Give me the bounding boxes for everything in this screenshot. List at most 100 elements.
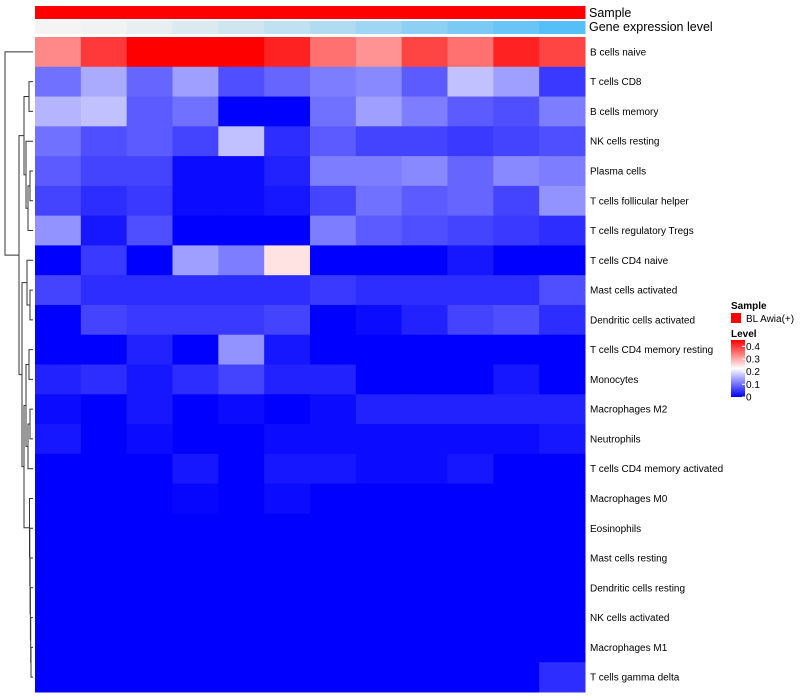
row-label: T cells CD4 memory activated xyxy=(590,464,723,475)
heatmap-cell xyxy=(172,126,219,157)
heatmap-cell xyxy=(355,37,403,68)
heatmap-cell xyxy=(35,156,82,187)
heatmap-cell xyxy=(35,275,82,306)
heatmap-cell xyxy=(539,602,586,633)
heatmap-cell xyxy=(35,334,82,365)
heatmap-cell xyxy=(447,334,494,365)
annotation-label-sample: Sample xyxy=(589,6,631,20)
heatmap-cell xyxy=(355,543,403,574)
row-label: T cells CD4 memory resting xyxy=(590,345,713,356)
dendrogram-branch xyxy=(29,527,33,587)
heatmap-cell xyxy=(447,364,494,395)
row-label: Macrophages M2 xyxy=(590,405,668,416)
heatmap-cell xyxy=(539,96,586,127)
heatmap-cell xyxy=(310,543,357,574)
dendrogram-branch xyxy=(30,617,33,663)
heatmap-cell xyxy=(80,632,128,663)
heatmap-cell xyxy=(401,37,448,68)
annotation-label-gene-expression: Gene expression level xyxy=(589,20,713,34)
heatmap-cell xyxy=(80,185,128,217)
heatmap-cell xyxy=(355,66,403,98)
heatmap-cell xyxy=(126,543,173,574)
heatmap-cell xyxy=(310,662,357,693)
heatmap-cell xyxy=(218,245,265,276)
heatmap-cell xyxy=(264,543,311,574)
heatmap-cell xyxy=(493,602,540,633)
heatmap-cell xyxy=(35,37,82,68)
heatmap-cell xyxy=(264,245,311,276)
annotation-cell xyxy=(35,6,82,19)
heatmap-cell xyxy=(447,602,494,633)
heatmap-cell xyxy=(401,96,448,127)
heatmap-cell xyxy=(218,66,265,98)
heatmap-cell xyxy=(355,662,403,693)
heatmap-cell xyxy=(493,37,540,68)
heatmap-cell xyxy=(35,662,82,693)
heatmap-cell xyxy=(218,543,265,574)
heatmap-cell xyxy=(218,364,265,395)
heatmap-cell xyxy=(355,304,403,336)
row-label: T cells CD4 naive xyxy=(590,256,669,267)
heatmap-cell xyxy=(401,632,448,663)
heatmap-cell xyxy=(493,483,540,514)
heatmap-cell xyxy=(401,602,448,633)
heatmap-cell xyxy=(264,632,311,663)
heatmap-cell xyxy=(355,275,403,306)
heatmap-cell xyxy=(310,483,357,514)
heatmap-cell xyxy=(493,424,540,455)
heatmap-cell xyxy=(264,275,311,306)
annotation-cell xyxy=(218,6,265,19)
heatmap-cell xyxy=(35,572,82,604)
heatmap-cell xyxy=(539,483,586,514)
heatmap-cell xyxy=(310,334,357,365)
heatmap-cell xyxy=(264,364,311,395)
row-label: Mast cells resting xyxy=(590,554,667,565)
heatmap-cell xyxy=(310,245,357,276)
row-label: T cells regulatory Tregs xyxy=(590,226,694,237)
annotation-cell xyxy=(80,6,128,19)
heatmap-cell xyxy=(447,513,494,544)
annotation-cell xyxy=(172,21,219,34)
heatmap-cell xyxy=(172,543,219,574)
heatmap-cell xyxy=(401,364,448,395)
heatmap-cell xyxy=(172,96,219,127)
heatmap-cell xyxy=(264,483,311,514)
row-label: Monocytes xyxy=(590,375,638,386)
heatmap-cell xyxy=(35,543,82,574)
heatmap-cell xyxy=(218,304,265,336)
heatmap-cell xyxy=(218,37,265,68)
heatmap-cell xyxy=(447,37,494,68)
heatmap-cell xyxy=(493,126,540,157)
dendrogram-branch xyxy=(28,81,33,112)
heatmap-cell xyxy=(539,126,586,157)
heatmap-cell xyxy=(80,513,128,544)
heatmap-cell xyxy=(493,66,540,98)
heatmap-cell xyxy=(447,66,494,98)
heatmap-cell xyxy=(310,37,357,68)
heatmap-cell xyxy=(447,424,494,455)
heatmap-cell xyxy=(264,185,311,217)
heatmap-cell xyxy=(493,572,540,604)
heatmap-cell xyxy=(355,453,403,485)
heatmap-cell xyxy=(493,364,540,395)
heatmap-cell xyxy=(35,185,82,217)
heatmap-cell xyxy=(310,632,357,663)
heatmap-cell xyxy=(539,662,586,693)
heatmap-cell xyxy=(80,304,128,336)
heatmap-cell xyxy=(218,334,265,365)
heatmap-cell xyxy=(401,453,448,485)
legend-tick-label: 0.3 xyxy=(746,355,760,366)
row-label: Mast cells activated xyxy=(590,286,677,297)
heatmap-cell xyxy=(80,66,128,98)
heatmap-cell xyxy=(80,394,128,425)
heatmap-cell xyxy=(447,453,494,485)
heatmap-cell xyxy=(218,275,265,306)
heatmap-cell xyxy=(539,304,586,336)
heatmap-cell xyxy=(447,275,494,306)
heatmap-cell xyxy=(35,215,82,246)
heatmap-cell xyxy=(126,37,173,68)
heatmap-cell xyxy=(493,453,540,485)
row-label: T cells gamma delta xyxy=(590,673,680,684)
heatmap-cell xyxy=(493,156,540,187)
